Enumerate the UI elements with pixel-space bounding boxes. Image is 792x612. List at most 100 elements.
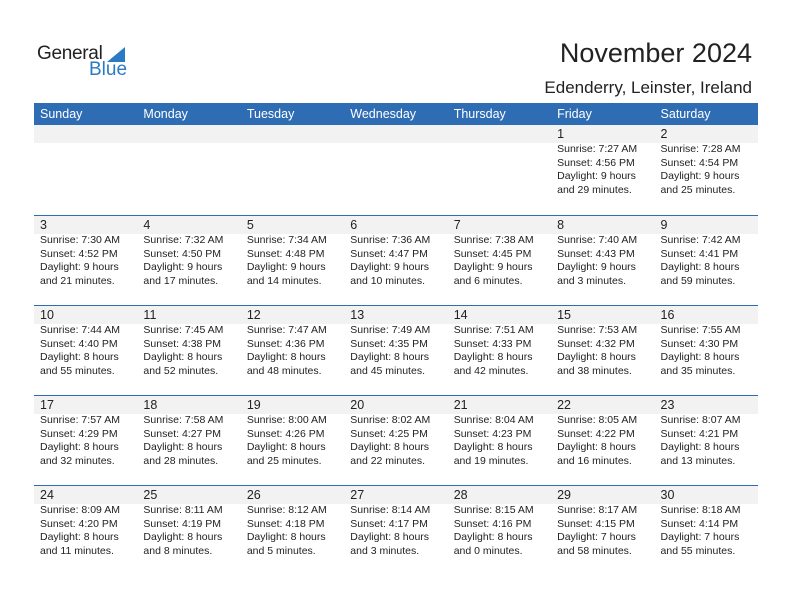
daylight-minutes-text: and 38 minutes. [557,364,632,377]
day-number: 6 [350,218,358,232]
sunrise-text: Sunrise: 7:58 AM [143,414,224,426]
day-number: 27 [350,488,365,502]
daylight-minutes-text: and 45 minutes. [350,364,425,377]
daylight-minutes-text: and 58 minutes. [557,544,632,557]
day-cell: 7 Sunrise: 7:38 AM Sunset: 4:45 PM Daylight… [448,216,551,305]
week-row: 1 Sunrise: 7:27 AM Sunset: 4:56 PM Daylight… [34,125,758,215]
daylight-minutes-text: and 14 minutes. [246,274,322,287]
day-number: 16 [660,308,675,322]
day-number: 18 [143,398,158,412]
daylight-text: Daylight: 8 hours [40,531,119,543]
day-cell: 13 Sunrise: 7:49 AM Sunset: 4:35 PM Dayligh… [344,306,447,395]
sunrise-text: Sunrise: 7:42 AM [660,234,741,246]
day-number: 25 [143,488,158,502]
daylight-minutes-text: and 10 minutes. [350,274,425,287]
daylight-minutes-text: and 55 minutes. [660,544,736,557]
sunrise-text: Sunrise: 8:12 AM [246,504,327,516]
day-cell: 27 Sunrise: 8:14 AM Sunset: 4:17 PM Dayligh… [344,486,447,575]
day-number: 13 [350,308,365,322]
daylight-text: Daylight: 7 hours [660,531,740,543]
sunset-text: Sunset: 4:22 PM [557,427,635,440]
day-cell: 22 Sunrise: 8:05 AM Sunset: 4:22 PM Dayligh… [551,396,654,485]
daylight-text: Daylight: 9 hours [660,170,740,182]
day-cell: 24 Sunrise: 8:09 AM Sunset: 4:20 PM Dayligh… [34,486,137,575]
day-cell: 5 Sunrise: 7:34 AM Sunset: 4:48 PM Daylight… [241,216,344,305]
empty-cell [448,125,551,215]
daylight-text: Daylight: 8 hours [143,531,223,543]
daylight-minutes-text: and 21 minutes. [40,274,115,287]
daylight-text: Daylight: 8 hours [660,441,740,453]
day-number: 23 [660,398,675,412]
sunset-text: Sunset: 4:14 PM [660,517,739,530]
sunset-text: Sunset: 4:18 PM [246,517,325,530]
day-number: 9 [660,218,668,232]
daylight-text: Daylight: 7 hours [557,531,636,543]
sunrise-text: Sunrise: 7:30 AM [40,234,120,246]
empty-cell [34,125,137,215]
daylight-minutes-text: and 13 minutes. [660,454,736,467]
week-row: 10 Sunrise: 7:44 AM Sunset: 4:40 PM Dayligh… [34,305,758,395]
sunrise-text: Sunrise: 7:47 AM [246,324,327,336]
sunrise-text: Sunrise: 7:32 AM [143,234,224,246]
day-cell: 3 Sunrise: 7:30 AM Sunset: 4:52 PM Daylight… [34,216,137,305]
daylight-minutes-text: and 22 minutes. [350,454,425,467]
daylight-text: Daylight: 8 hours [453,531,533,543]
sunrise-text: Sunrise: 8:05 AM [557,414,638,426]
sunrise-text: Sunrise: 7:27 AM [557,143,638,155]
daylight-text: Daylight: 8 hours [40,351,119,363]
day-number: 22 [557,398,572,412]
week-row: 17 Sunrise: 7:57 AM Sunset: 4:29 PM Dayligh… [34,395,758,485]
day-cell: 26 Sunrise: 8:12 AM Sunset: 4:18 PM Dayligh… [241,486,344,575]
day-number: 3 [40,218,47,232]
daylight-minutes-text: and 3 minutes. [350,544,420,557]
sunset-text: Sunset: 4:36 PM [246,337,325,350]
sunset-text: Sunset: 4:32 PM [557,337,635,350]
sunset-text: Sunset: 4:29 PM [40,427,118,440]
daylight-minutes-text: and 48 minutes. [246,364,322,377]
daylight-minutes-text: and 55 minutes. [40,364,115,377]
day-number: 10 [40,308,54,322]
daylight-minutes-text: and 16 minutes. [557,454,632,467]
day-number: 4 [143,218,151,232]
day-number: 5 [246,218,254,232]
daylight-text: Daylight: 8 hours [246,531,326,543]
sunset-text: Sunset: 4:50 PM [143,247,222,260]
day-cell: 30 Sunrise: 8:18 AM Sunset: 4:14 PM Dayligh… [655,486,758,575]
logo-text-blue: Blue [89,59,128,80]
day-cell: 16 Sunrise: 7:55 AM Sunset: 4:30 PM Dayligh… [655,306,758,395]
day-number: 17 [40,398,54,412]
week-row: 24 Sunrise: 8:09 AM Sunset: 4:20 PM Dayligh… [34,485,758,575]
day-number: 19 [246,398,261,412]
daylight-text: Daylight: 8 hours [660,351,740,363]
daylight-minutes-text: and 35 minutes. [660,364,736,377]
sunrise-text: Sunrise: 8:00 AM [246,414,327,426]
daylight-text: Daylight: 8 hours [453,441,533,453]
sunset-text: Sunset: 4:15 PM [557,517,635,530]
sunrise-text: Sunrise: 8:15 AM [453,504,534,516]
day-number: 7 [453,218,461,232]
day-cell: 15 Sunrise: 7:53 AM Sunset: 4:32 PM Dayligh… [551,306,654,395]
daylight-minutes-text: and 17 minutes. [143,274,219,287]
day-cell: 20 Sunrise: 8:02 AM Sunset: 4:25 PM Dayligh… [344,396,447,485]
sunset-text: Sunset: 4:35 PM [350,337,428,350]
daylight-text: Daylight: 8 hours [453,351,533,363]
day-number: 21 [453,398,468,412]
day-number: 28 [453,488,468,502]
sunrise-text: Sunrise: 7:49 AM [350,324,431,336]
sunset-text: Sunset: 4:21 PM [660,427,739,440]
day-cell: 21 Sunrise: 8:04 AM Sunset: 4:23 PM Dayligh… [448,396,551,485]
calendar-grid: 1 Sunrise: 7:27 AM Sunset: 4:56 PM Daylight… [34,125,758,575]
day-number: 30 [660,488,675,502]
week-row: 3 Sunrise: 7:30 AM Sunset: 4:52 PM Daylight… [34,215,758,305]
day-cell: 19 Sunrise: 8:00 AM Sunset: 4:26 PM Dayligh… [241,396,344,485]
sunrise-text: Sunrise: 7:53 AM [557,324,638,336]
daylight-minutes-text: and 11 minutes. [40,544,114,557]
sunrise-text: Sunrise: 8:14 AM [350,504,431,516]
sunset-text: Sunset: 4:38 PM [143,337,222,350]
day-cell: 17 Sunrise: 7:57 AM Sunset: 4:29 PM Dayligh… [34,396,137,485]
day-cell: 10 Sunrise: 7:44 AM Sunset: 4:40 PM Dayligh… [34,306,137,395]
daylight-text: Daylight: 9 hours [453,261,533,273]
daylight-text: Daylight: 9 hours [557,170,636,182]
sunset-text: Sunset: 4:45 PM [453,247,532,260]
sunrise-text: Sunrise: 7:38 AM [453,234,534,246]
